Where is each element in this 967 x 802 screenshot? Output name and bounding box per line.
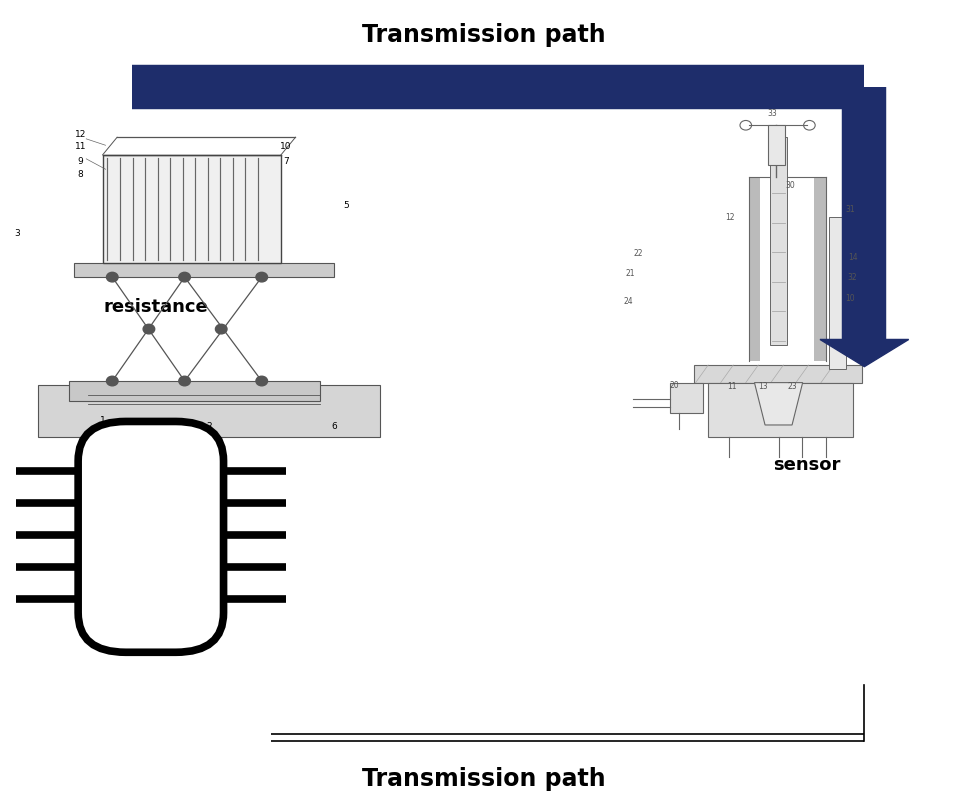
Text: 14: 14: [848, 253, 858, 261]
Text: 5: 5: [343, 200, 349, 209]
Text: 30: 30: [785, 180, 795, 190]
Text: 13: 13: [758, 382, 768, 391]
Text: Transmission path: Transmission path: [362, 767, 605, 791]
Circle shape: [143, 324, 155, 334]
Text: 33: 33: [768, 109, 777, 118]
Bar: [829, 217, 846, 369]
Circle shape: [179, 273, 190, 282]
Text: resistance: resistance: [103, 298, 208, 316]
Circle shape: [179, 376, 190, 386]
Text: 10: 10: [845, 294, 855, 303]
Text: 11: 11: [727, 382, 737, 391]
Text: sensor: sensor: [773, 456, 840, 474]
Text: 2: 2: [206, 422, 212, 431]
Text: 23: 23: [787, 382, 797, 391]
Text: transformer: transformer: [100, 452, 221, 470]
Text: 8: 8: [77, 170, 83, 180]
Circle shape: [106, 376, 118, 386]
Bar: [693, 365, 863, 383]
Bar: [103, 155, 281, 263]
Text: 22: 22: [633, 249, 642, 257]
Text: 7: 7: [283, 156, 289, 166]
Circle shape: [256, 273, 268, 282]
Text: 1: 1: [100, 416, 105, 426]
Text: 3: 3: [14, 229, 19, 237]
Text: 32: 32: [847, 273, 857, 282]
Polygon shape: [820, 339, 909, 367]
Text: 9: 9: [77, 156, 83, 166]
Bar: [708, 383, 853, 437]
Bar: [73, 263, 334, 277]
Text: Transmission path: Transmission path: [362, 23, 605, 47]
FancyBboxPatch shape: [78, 422, 223, 652]
Text: 21: 21: [626, 269, 634, 277]
Text: 6: 6: [331, 422, 337, 431]
Bar: [768, 125, 785, 165]
Bar: [770, 137, 787, 345]
Text: 12: 12: [725, 213, 735, 221]
Circle shape: [106, 273, 118, 282]
Bar: [669, 383, 703, 413]
Text: 31: 31: [845, 205, 855, 213]
Bar: [69, 381, 319, 401]
Text: 20: 20: [669, 380, 679, 390]
Text: 11: 11: [74, 142, 86, 152]
FancyBboxPatch shape: [38, 385, 380, 437]
Polygon shape: [754, 383, 803, 425]
Circle shape: [256, 376, 268, 386]
Text: 12: 12: [74, 131, 86, 140]
Circle shape: [216, 324, 227, 334]
Text: 24: 24: [624, 297, 633, 306]
Text: 10: 10: [280, 142, 292, 152]
